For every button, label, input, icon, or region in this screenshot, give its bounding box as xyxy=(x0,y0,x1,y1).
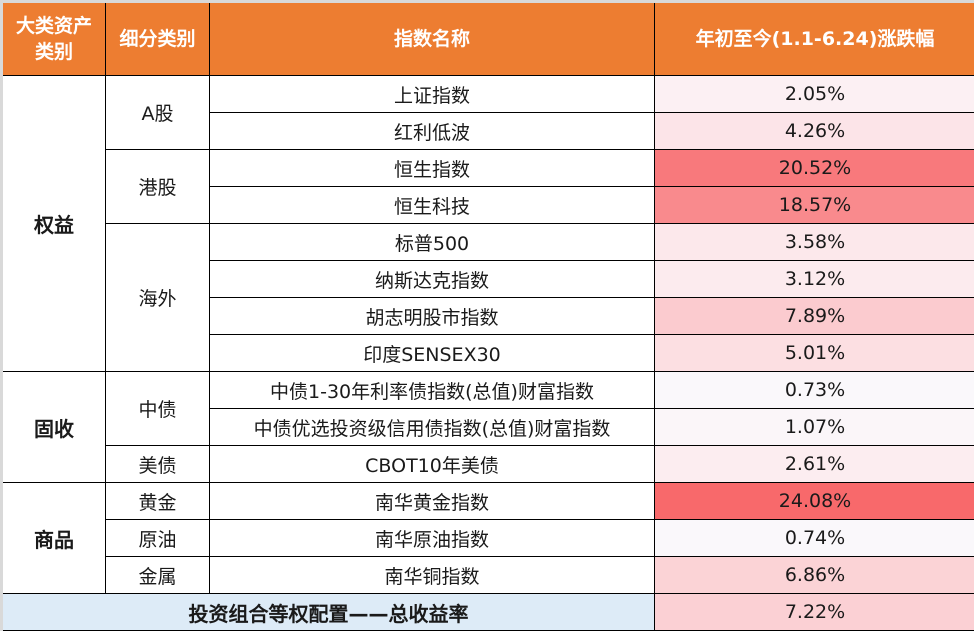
index-name-cell: 中债1-30年利率债指数(总值)财富指数 xyxy=(210,372,655,409)
ytd-change-cell: 7.89% xyxy=(655,298,974,335)
index-name-cell: 中债优选投资级信用债指数(总值)财富指数 xyxy=(210,409,655,446)
sub-category-cell: 金属 xyxy=(106,557,210,594)
header-major-line1: 大类资产 xyxy=(16,15,92,37)
ytd-change-cell: 2.61% xyxy=(655,446,974,483)
ytd-change-cell: 0.74% xyxy=(655,520,974,557)
ytd-change-cell: 24.08% xyxy=(655,483,974,520)
header-major-line2: 类别 xyxy=(35,41,73,63)
index-name-cell: CBOT10年美债 xyxy=(210,446,655,483)
index-name-cell: 印度SENSEX30 xyxy=(210,335,655,372)
sub-category-cell: 海外 xyxy=(106,224,210,372)
major-category-cell: 权益 xyxy=(2,76,106,372)
index-name-cell: 上证指数 xyxy=(210,76,655,113)
header-index-name: 指数名称 xyxy=(210,2,655,76)
major-category-cell: 固收 xyxy=(2,372,106,483)
index-name-cell: 标普500 xyxy=(210,224,655,261)
major-category-cell: 商品 xyxy=(2,483,106,594)
sub-category-cell: 港股 xyxy=(106,150,210,224)
ytd-change-cell: 6.86% xyxy=(655,557,974,594)
summary-label: 投资组合等权配置——总收益率 xyxy=(2,594,655,631)
ytd-change-cell: 2.05% xyxy=(655,76,974,113)
header-ytd-change: 年初至今(1.1-6.24)涨跌幅 xyxy=(655,2,974,76)
header-major-category: 大类资产类别 xyxy=(2,2,106,76)
ytd-change-cell: 20.52% xyxy=(655,150,974,187)
ytd-change-cell: 1.07% xyxy=(655,409,974,446)
index-name-cell: 南华铜指数 xyxy=(210,557,655,594)
index-name-cell: 南华原油指数 xyxy=(210,520,655,557)
header-sub-category: 细分类别 xyxy=(106,2,210,76)
sub-category-cell: 原油 xyxy=(106,520,210,557)
sub-category-cell: A股 xyxy=(106,76,210,150)
ytd-change-cell: 3.58% xyxy=(655,224,974,261)
header-row: 大类资产类别 细分类别 指数名称 年初至今(1.1-6.24)涨跌幅 xyxy=(2,2,974,76)
index-name-cell: 纳斯达克指数 xyxy=(210,261,655,298)
ytd-change-cell: 4.26% xyxy=(655,113,974,150)
index-name-cell: 胡志明股市指数 xyxy=(210,298,655,335)
index-name-cell: 南华黄金指数 xyxy=(210,483,655,520)
index-name-cell: 红利低波 xyxy=(210,113,655,150)
ytd-change-cell: 3.12% xyxy=(655,261,974,298)
sub-category-cell: 美债 xyxy=(106,446,210,483)
sub-category-cell: 中债 xyxy=(106,372,210,446)
ytd-change-cell: 5.01% xyxy=(655,335,974,372)
ytd-change-cell: 0.73% xyxy=(655,372,974,409)
summary-value: 7.22% xyxy=(655,594,974,631)
index-name-cell: 恒生指数 xyxy=(210,150,655,187)
sub-category-cell: 黄金 xyxy=(106,483,210,520)
index-name-cell: 恒生科技 xyxy=(210,187,655,224)
ytd-change-cell: 18.57% xyxy=(655,187,974,224)
